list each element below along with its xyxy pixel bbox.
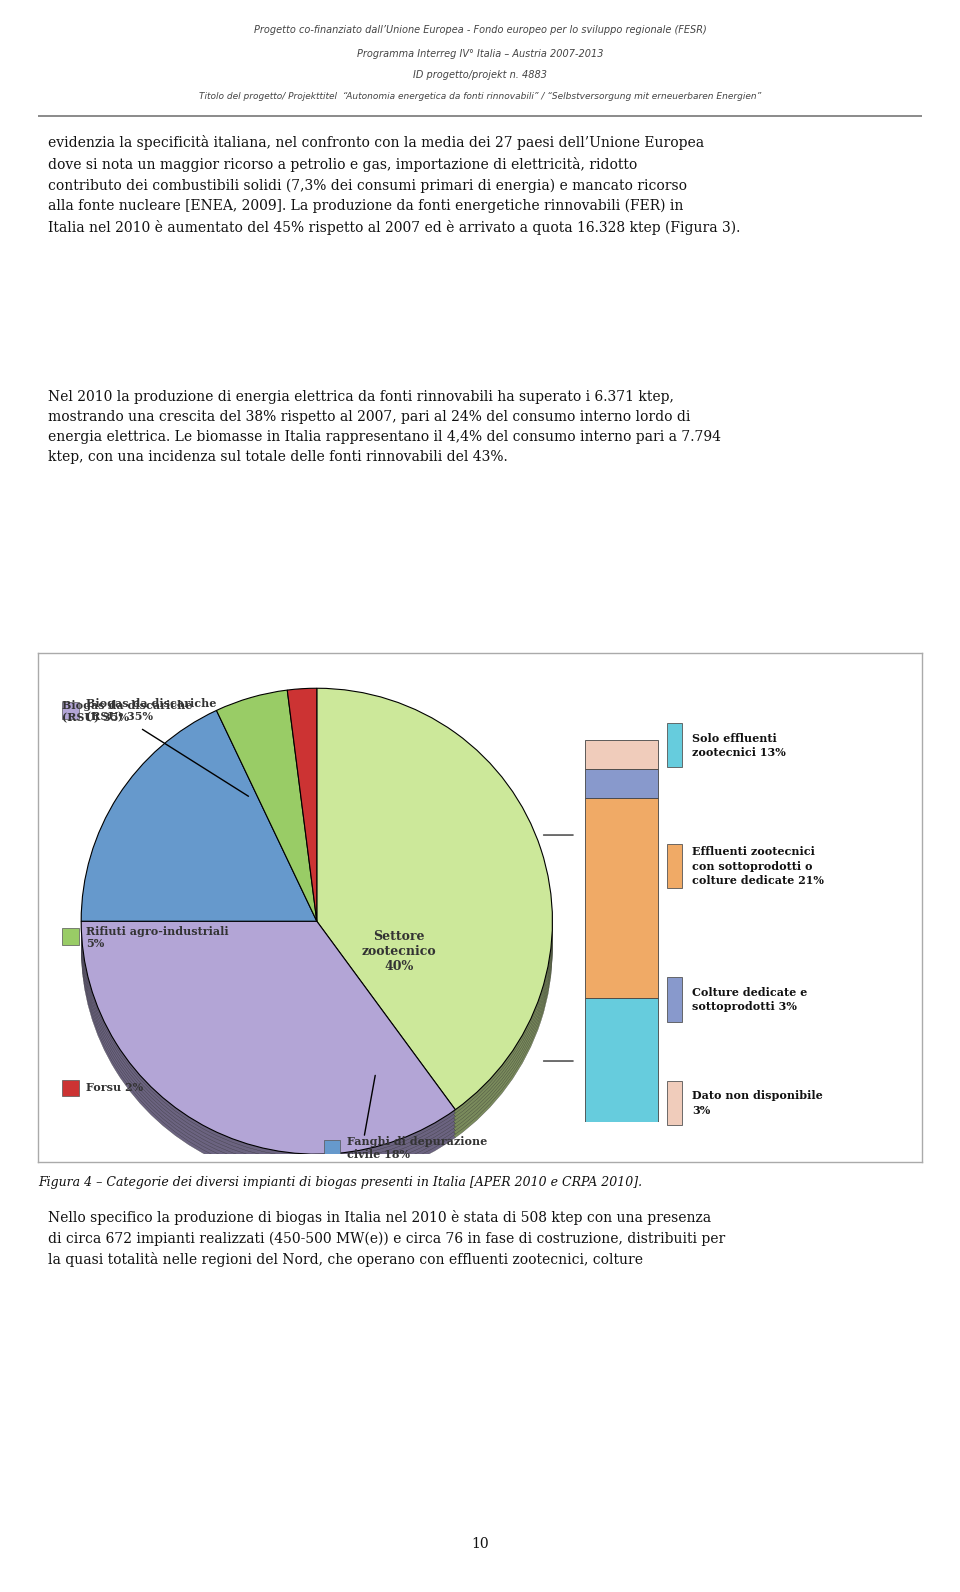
Wedge shape [317, 688, 552, 1110]
Wedge shape [317, 713, 552, 1134]
Wedge shape [287, 716, 317, 949]
Wedge shape [216, 689, 317, 922]
Text: evidenzia la specificità italiana, nel confronto con la media dei 27 paesi dell’: evidenzia la specificità italiana, nel c… [48, 135, 740, 236]
Wedge shape [82, 736, 317, 946]
Wedge shape [82, 710, 317, 922]
Text: Dato non disponibile
3%: Dato non disponibile 3% [692, 1091, 823, 1116]
Bar [62, 928, 79, 944]
Text: Nel 2010 la produzione di energia elettrica da fonti rinnovabili ha superato i 6: Nel 2010 la produzione di energia elettr… [48, 390, 721, 465]
Bar [585, 998, 659, 1122]
Wedge shape [82, 721, 317, 931]
Wedge shape [216, 694, 317, 925]
Wedge shape [317, 702, 552, 1124]
Wedge shape [287, 696, 317, 928]
Bar [62, 1079, 79, 1095]
Bar [62, 702, 79, 718]
Wedge shape [317, 705, 552, 1127]
Wedge shape [82, 935, 455, 1169]
Wedge shape [82, 724, 317, 935]
Text: 10: 10 [471, 1538, 489, 1551]
Wedge shape [82, 939, 455, 1172]
Wedge shape [82, 728, 317, 939]
Text: Fanghi di depurazione
civile 18%: Fanghi di depurazione civile 18% [348, 1137, 488, 1161]
Bar [667, 844, 683, 888]
Wedge shape [82, 925, 455, 1157]
Bar [667, 723, 683, 767]
Wedge shape [287, 713, 317, 946]
Wedge shape [216, 697, 317, 928]
Bar [667, 1081, 683, 1126]
Text: Settore
zootecnico
40%: Settore zootecnico 40% [362, 930, 437, 973]
Wedge shape [82, 949, 455, 1183]
Wedge shape [287, 705, 317, 939]
Bar [585, 740, 659, 769]
Text: Biogas da discariche
(RSU) 35%: Biogas da discariche (RSU) 35% [62, 699, 193, 723]
Text: Progetto co-finanziato dall’Unione Europea - Fondo europeo per lo sviluppo regio: Progetto co-finanziato dall’Unione Europ… [253, 25, 707, 35]
Wedge shape [82, 922, 455, 1154]
Wedge shape [216, 712, 317, 942]
Wedge shape [216, 700, 317, 931]
Wedge shape [216, 704, 317, 935]
Wedge shape [317, 696, 552, 1116]
Text: Nello specifico la produzione di biogas in Italia nel 2010 è stata di 508 ktep c: Nello specifico la produzione di biogas … [48, 1210, 725, 1267]
Text: ID progetto/projekt n. 4883: ID progetto/projekt n. 4883 [413, 70, 547, 80]
Text: Figura 4 – Categorie dei diversi impianti di biogas presenti in Italia [APER 201: Figura 4 – Categorie dei diversi impiant… [38, 1175, 642, 1189]
Wedge shape [82, 713, 317, 925]
Wedge shape [82, 946, 455, 1178]
Wedge shape [82, 931, 455, 1165]
Text: Colture dedicate e
sottoprodotti 3%: Colture dedicate e sottoprodotti 3% [692, 987, 807, 1013]
Wedge shape [317, 716, 552, 1138]
Text: Effluenti zootecnici
con sottoprodotti o
colture dedicate 21%: Effluenti zootecnici con sottoprodotti o… [692, 847, 824, 885]
Bar [585, 798, 659, 998]
Bar [667, 977, 683, 1022]
Wedge shape [317, 693, 552, 1113]
Wedge shape [216, 718, 317, 949]
Wedge shape [317, 699, 552, 1121]
Wedge shape [317, 708, 552, 1130]
Bar [585, 769, 659, 798]
Wedge shape [287, 702, 317, 935]
Text: Rifiuti agro-industriali
5%: Rifiuti agro-industriali 5% [85, 925, 228, 949]
Wedge shape [287, 708, 317, 942]
Text: Solo effluenti
zootecnici 13%: Solo effluenti zootecnici 13% [692, 732, 786, 758]
Wedge shape [82, 718, 317, 928]
Wedge shape [82, 739, 317, 949]
Wedge shape [287, 699, 317, 931]
Wedge shape [216, 707, 317, 939]
Text: Programma Interreg IV° Italia – Austria 2007-2013: Programma Interreg IV° Italia – Austria … [357, 49, 603, 59]
Wedge shape [82, 928, 455, 1161]
Wedge shape [216, 715, 317, 946]
Wedge shape [82, 731, 317, 942]
Wedge shape [82, 942, 455, 1175]
Wedge shape [287, 693, 317, 925]
Text: Biogas da discariche
(RSU) 35%: Biogas da discariche (RSU) 35% [85, 699, 216, 723]
Wedge shape [287, 688, 317, 922]
Bar [324, 1140, 341, 1156]
Text: Forsu 2%: Forsu 2% [85, 1083, 143, 1094]
Text: Titolo del progetto/ Projekttitel  “Autonomia energetica da fonti rinnovabili” /: Titolo del progetto/ Projekttitel “Auton… [199, 92, 761, 102]
